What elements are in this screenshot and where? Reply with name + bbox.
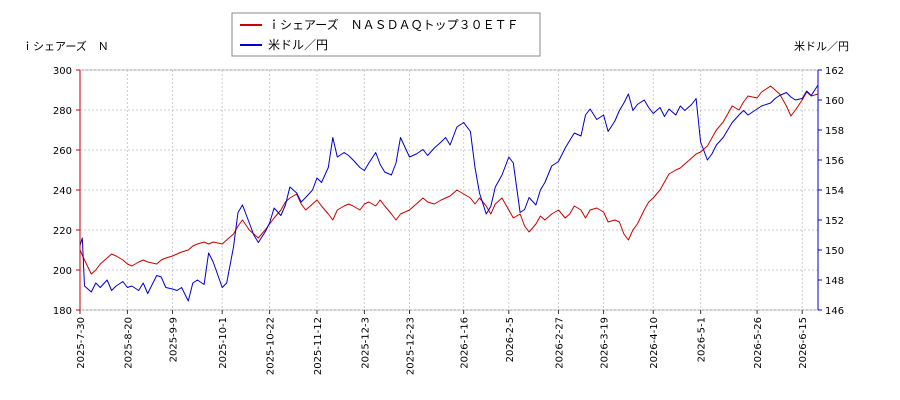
x-tick-label: 2026-5-1: [697, 317, 708, 362]
x-tick-label: 2025-8-20: [123, 317, 134, 369]
x-tick-label: 2025-10-1: [218, 317, 229, 369]
left-tick-label: 280: [53, 106, 72, 117]
grid: [79, 69, 818, 311]
x-tick-label: 2026-3-19: [600, 317, 611, 369]
left-axis-title: ｉシェアーズ Ｎ: [22, 39, 109, 53]
x-tick-label: 2025-9-9: [169, 317, 180, 362]
right-tick-label: 146: [825, 306, 844, 317]
right-tick-label: 154: [825, 186, 844, 197]
left-tick-label: 200: [53, 266, 72, 277]
right-tick-label: 158: [825, 126, 844, 137]
series-line-1: [79, 84, 819, 302]
legend: ｉシェアーズ ＮＡＳＤＡＱトップ３０ＥＴＦ 米ドル／円: [231, 12, 541, 57]
x-tick-label: 2026-2-5: [505, 317, 516, 362]
x-tick-label: 2025-12-3: [360, 317, 371, 369]
left-axis-ticks: 180 200 220 240 260 280 300: [53, 66, 80, 317]
right-axis-title: 米ドル／円: [794, 40, 849, 53]
x-tick-label: 2026-5-26: [753, 317, 764, 369]
x-tick-label: 2026-4-10: [649, 317, 660, 369]
x-tick-label: 2025-10-22: [266, 317, 277, 375]
series-layer: [79, 84, 819, 302]
left-tick-label: 240: [53, 186, 72, 197]
right-tick-label: 150: [825, 246, 844, 257]
right-tick-label: 162: [825, 66, 844, 77]
left-tick-label: 180: [53, 306, 72, 317]
x-tick-label: 2025-12-23: [406, 317, 417, 375]
right-tick-label: 148: [825, 276, 844, 287]
x-tick-label: 2025-11-12: [313, 317, 324, 375]
left-tick-label: 300: [53, 66, 72, 77]
x-tick-label: 2026-6-15: [798, 317, 809, 369]
series-line-0: [79, 85, 819, 275]
legend-label-0: ｉシェアーズ ＮＡＳＤＡＱトップ３０ＥＴＦ: [268, 17, 519, 32]
left-tick-label: 260: [53, 146, 72, 157]
left-tick-label: 220: [53, 226, 72, 237]
right-tick-label: 152: [825, 216, 844, 227]
right-axis-ticks: 146 148 150 152 154 156 158 160 162: [818, 66, 844, 317]
x-tick-label: 2026-2-27: [554, 317, 565, 369]
x-tick-label: 2025-7-30: [76, 317, 87, 369]
x-tick-label: 2026-1-16: [460, 317, 471, 369]
x-axis-ticks: 2025-7-30 2025-8-20 2025-9-9 2025-10-1 2025-…: [76, 310, 809, 375]
legend-box: [231, 12, 541, 57]
legend-label-1: 米ドル／円: [268, 38, 328, 52]
right-tick-label: 156: [825, 156, 844, 167]
right-tick-label: 160: [825, 96, 844, 107]
